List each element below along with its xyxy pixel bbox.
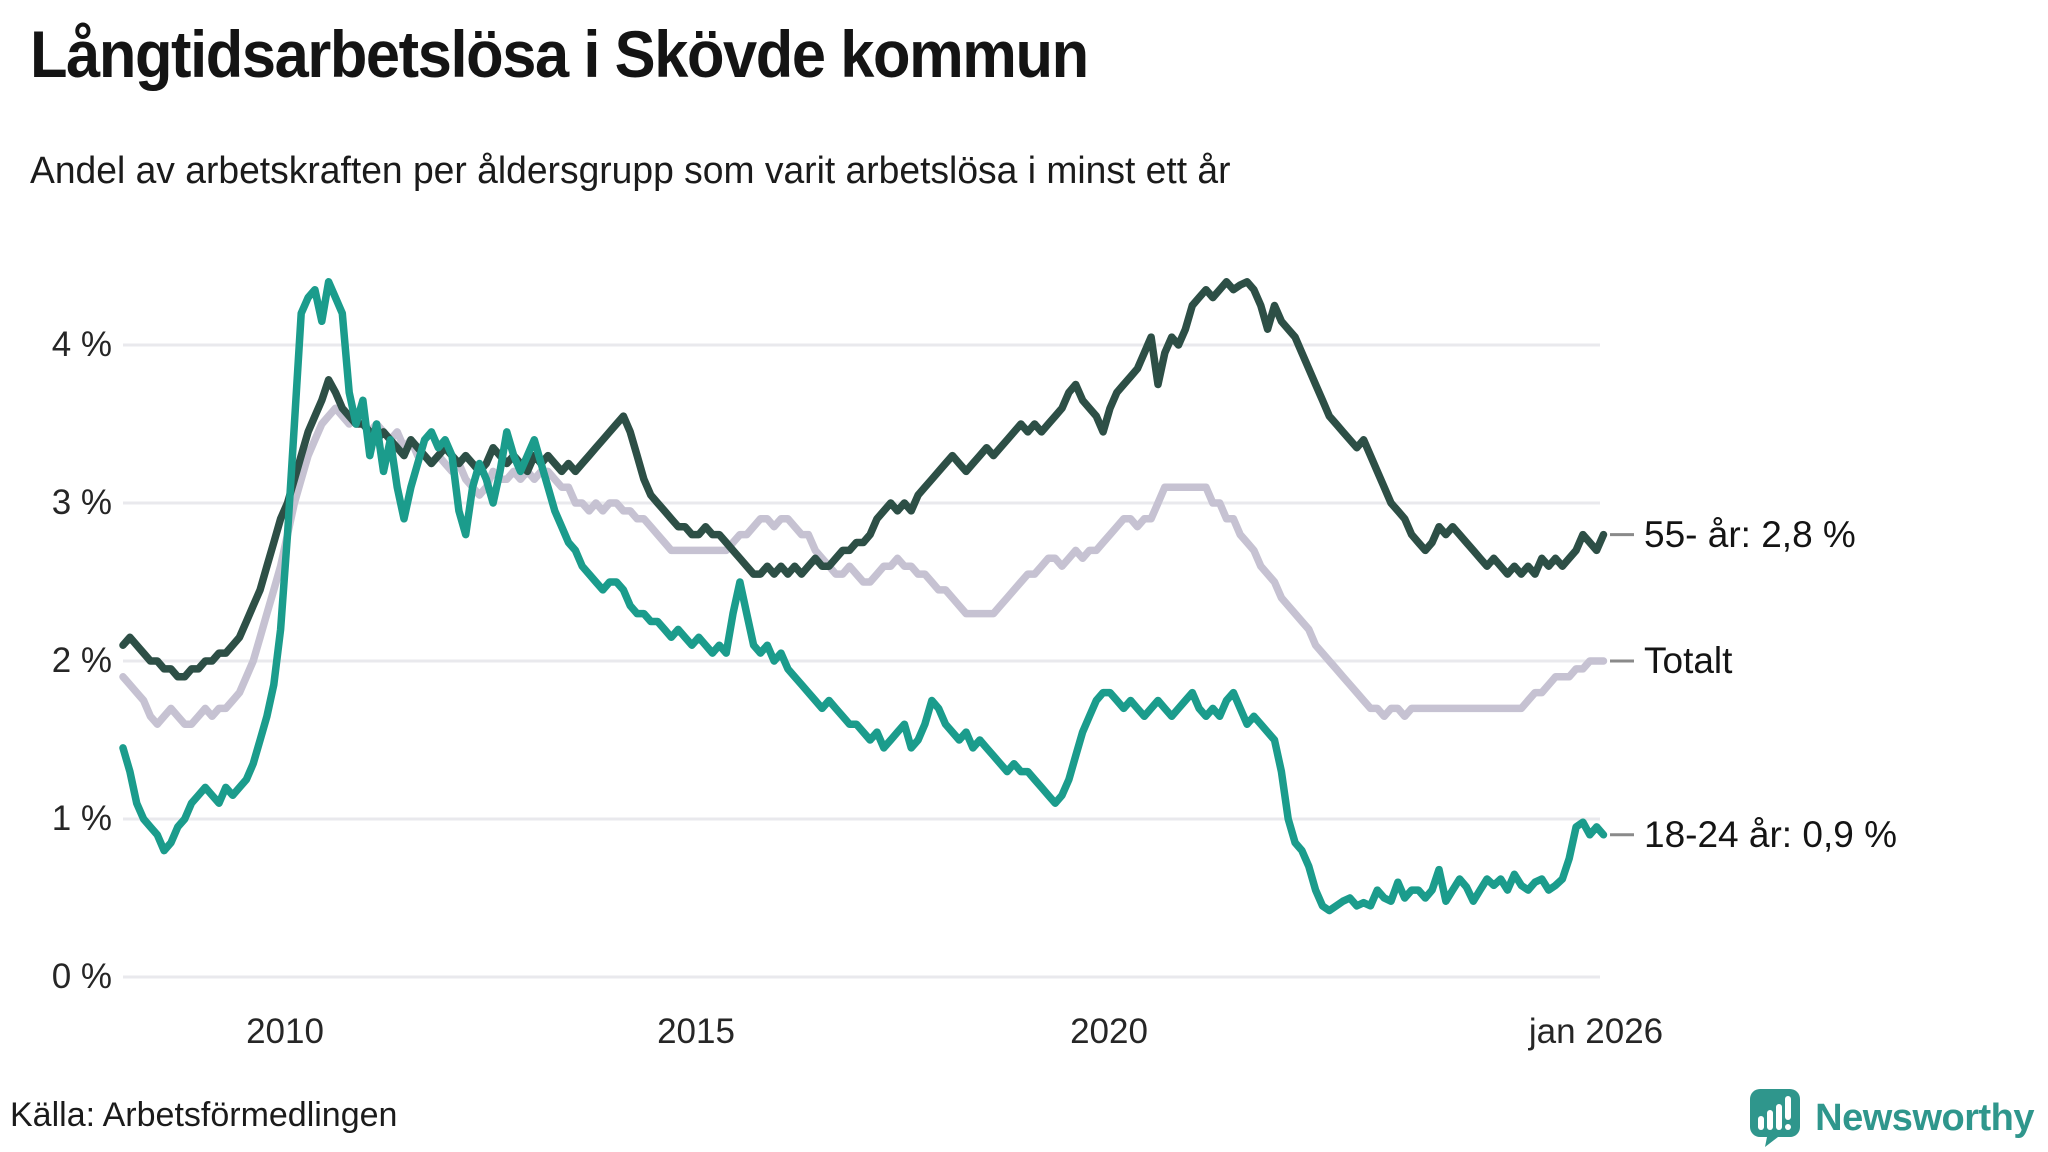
- series-label-totalt: Totalt: [1644, 640, 1733, 681]
- y-axis-label-2: 2 %: [51, 641, 112, 680]
- newsworthy-logo: Newsworthy: [1749, 1088, 2034, 1148]
- source-note: Källa: Arbetsförmedlingen: [10, 1096, 398, 1134]
- y-axis-label-3: 3 %: [51, 483, 112, 522]
- x-axis-label-jan-2026: jan 2026: [1528, 1012, 1664, 1051]
- x-axis-label-2020: 2020: [1070, 1012, 1148, 1051]
- x-axis-label-2015: 2015: [657, 1012, 735, 1051]
- y-axis-label-4: 4 %: [51, 325, 112, 364]
- bar-chart-speech-bubble-icon: [1750, 1089, 1801, 1147]
- y-axis-label-0: 0 %: [51, 957, 112, 996]
- series-label-18-24-ar: 18-24 år: 0,9 %: [1644, 813, 1897, 855]
- series-line-18-24-år: [119, 278, 1608, 915]
- page-title: Långtidsarbetslösa i Skövde kommun: [30, 17, 1089, 91]
- page-subtitle: Andel av arbetskraften per åldersgrupp s…: [30, 150, 1231, 192]
- series-line-Totalt: [119, 404, 1608, 728]
- series-label-55-ar: 55- år: 2,8 %: [1644, 513, 1856, 555]
- x-axis-label-2010: 2010: [246, 1012, 324, 1051]
- y-axis-label-1: 1 %: [51, 799, 112, 838]
- newsworthy-wordmark: Newsworthy: [1815, 1096, 2034, 1139]
